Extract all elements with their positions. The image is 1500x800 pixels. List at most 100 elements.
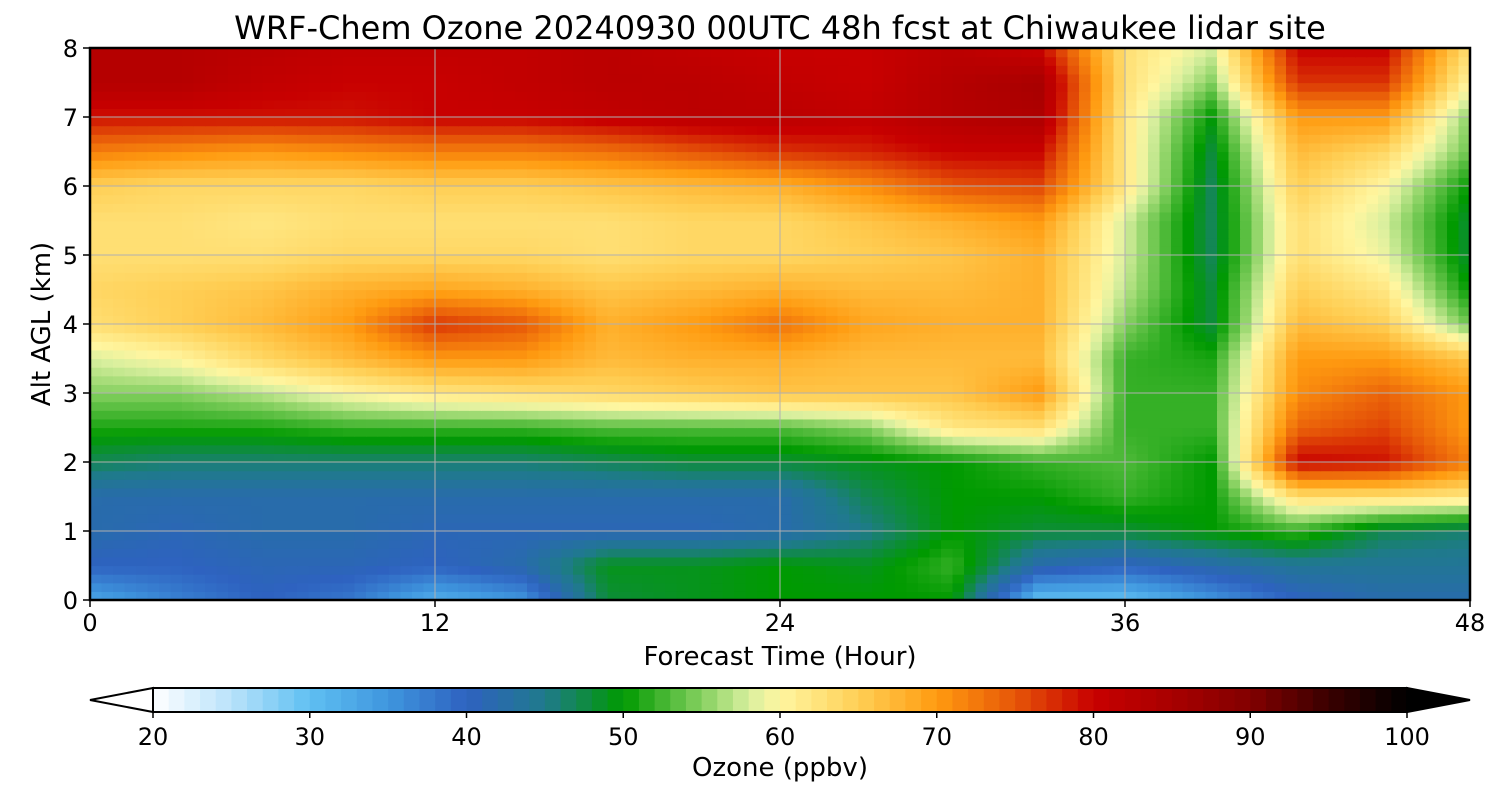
- heatmap-cell: [1205, 384, 1218, 394]
- heatmap-cell: [1194, 522, 1207, 532]
- heatmap-cell: [941, 513, 954, 523]
- heatmap-cell: [1309, 539, 1322, 549]
- heatmap-cell: [929, 582, 942, 592]
- heatmap-cell: [676, 237, 689, 247]
- heatmap-cell: [1366, 255, 1379, 265]
- heatmap-cell: [1240, 375, 1253, 385]
- heatmap-cell: [757, 315, 770, 325]
- heatmap-cell: [136, 496, 149, 506]
- heatmap-cell: [458, 556, 471, 567]
- heatmap-cell: [929, 324, 942, 334]
- heatmap-cell: [711, 513, 724, 523]
- heatmap-cell: [216, 237, 229, 247]
- heatmap-cell: [975, 341, 988, 351]
- heatmap-cell: [1240, 384, 1253, 394]
- heatmap-cell: [906, 306, 919, 316]
- heatmap-cell: [941, 548, 954, 558]
- heatmap-cell: [251, 246, 264, 256]
- heatmap-cell: [527, 496, 540, 506]
- heatmap-cell: [101, 401, 114, 411]
- heatmap-cell: [688, 358, 701, 368]
- heatmap-cell: [412, 462, 425, 472]
- heatmap-cell: [550, 479, 563, 489]
- heatmap-cell: [929, 272, 942, 282]
- heatmap-cell: [1366, 436, 1379, 446]
- heatmap-cell: [826, 375, 839, 385]
- heatmap-cell: [860, 418, 873, 429]
- heatmap-cell: [964, 289, 977, 299]
- heatmap-cell: [1010, 496, 1023, 506]
- heatmap-cell: [504, 324, 517, 334]
- heatmap-cell: [159, 341, 172, 351]
- heatmap-cell: [1056, 565, 1069, 575]
- heatmap-cell: [182, 427, 195, 437]
- heatmap-cell: [1113, 453, 1126, 463]
- heatmap-cell: [170, 349, 183, 360]
- heatmap-cell: [124, 444, 137, 454]
- heatmap-cell: [1136, 272, 1149, 282]
- heatmap-cell: [791, 487, 804, 498]
- heatmap-cell: [1458, 505, 1470, 515]
- heatmap-cell: [423, 444, 436, 454]
- heatmap-cell: [481, 462, 494, 472]
- heatmap-cell: [596, 367, 609, 377]
- heatmap-cell: [136, 410, 149, 420]
- heatmap-cell: [274, 263, 287, 273]
- heatmap-cell: [665, 505, 678, 515]
- heatmap-cell: [1447, 539, 1460, 549]
- heatmap-cell: [389, 565, 402, 575]
- heatmap-cell: [1458, 548, 1470, 558]
- heatmap-cell: [1159, 289, 1172, 299]
- heatmap-cell: [1125, 401, 1138, 411]
- heatmap-cell: [1447, 410, 1460, 420]
- heatmap-cell: [159, 401, 172, 411]
- heatmap-cell: [1205, 531, 1218, 541]
- heatmap-cell: [561, 324, 574, 334]
- heatmap-cell: [1447, 556, 1460, 567]
- heatmap-cell: [906, 298, 919, 308]
- heatmap-cell: [607, 462, 620, 472]
- heatmap-cell: [193, 384, 206, 394]
- heatmap-cell: [1320, 548, 1333, 558]
- heatmap-cell: [182, 349, 195, 360]
- heatmap-cell: [1447, 548, 1460, 558]
- heatmap-cell: [1286, 470, 1299, 480]
- heatmap-cell: [262, 427, 275, 437]
- heatmap-cell: [193, 479, 206, 489]
- heatmap-cell: [883, 332, 896, 342]
- heatmap-cell: [1125, 263, 1138, 273]
- heatmap-cell: [412, 479, 425, 489]
- heatmap-cell: [435, 384, 448, 394]
- heatmap-cell: [1332, 487, 1345, 498]
- heatmap-cell: [711, 237, 724, 247]
- heatmap-cell: [803, 462, 816, 472]
- heatmap-cell: [1240, 280, 1253, 291]
- heatmap-cell: [331, 470, 344, 480]
- heatmap-cell: [1171, 384, 1184, 394]
- heatmap-cell: [1447, 513, 1460, 523]
- heatmap-cell: [1205, 375, 1218, 385]
- heatmap-cell: [182, 280, 195, 291]
- heatmap-cell: [481, 272, 494, 282]
- heatmap-cell: [354, 272, 367, 282]
- heatmap-cell: [159, 367, 172, 377]
- heatmap-cell: [90, 280, 103, 291]
- heatmap-cell: [895, 418, 908, 429]
- heatmap-cell: [550, 237, 563, 247]
- heatmap-cell: [780, 272, 793, 282]
- heatmap-cell: [1010, 444, 1023, 454]
- heatmap-cell: [1205, 324, 1218, 334]
- heatmap-cell: [734, 479, 747, 489]
- heatmap-cell: [1378, 263, 1391, 273]
- heatmap-cell: [1401, 582, 1414, 592]
- heatmap-cell: [1217, 539, 1230, 549]
- heatmap-cell: [159, 531, 172, 541]
- heatmap-cell: [170, 272, 183, 282]
- heatmap-cell: [653, 522, 666, 532]
- heatmap-cell: [113, 470, 126, 480]
- heatmap-cell: [619, 272, 632, 282]
- heatmap-cell: [1435, 384, 1448, 394]
- heatmap-cell: [987, 591, 1000, 600]
- heatmap-cell: [550, 263, 563, 273]
- heatmap-cell: [239, 255, 252, 265]
